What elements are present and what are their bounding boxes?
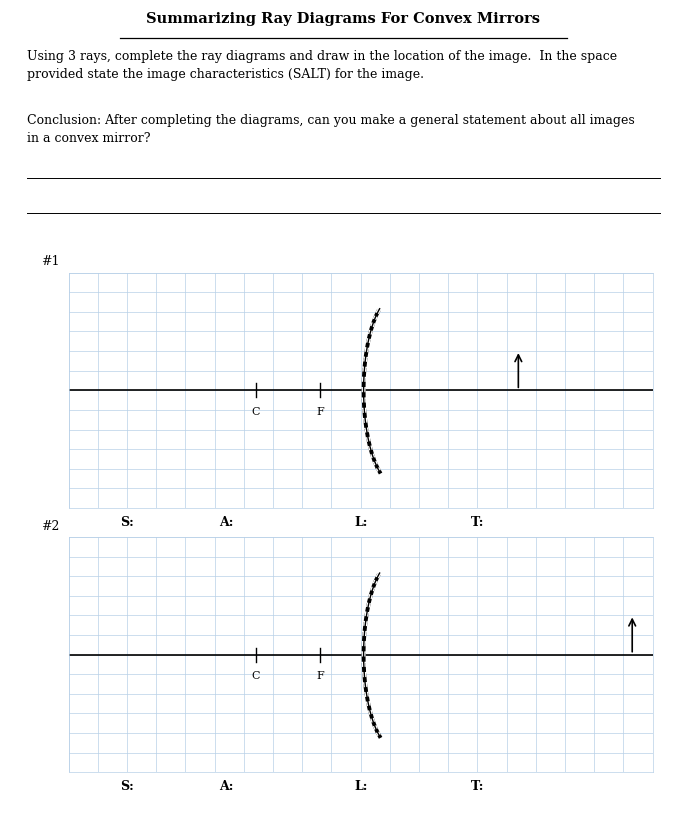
- Text: A:: A:: [219, 515, 234, 529]
- Text: #2: #2: [41, 520, 60, 533]
- Text: C: C: [251, 671, 260, 681]
- Text: F: F: [316, 671, 324, 681]
- Text: L:: L:: [354, 515, 368, 529]
- Text: T:: T:: [471, 515, 484, 529]
- Text: Conclusion: After completing the diagrams, can you make a general statement abou: Conclusion: After completing the diagram…: [27, 114, 635, 145]
- Text: #1: #1: [41, 255, 60, 268]
- Text: T:: T:: [471, 780, 484, 793]
- Text: A:: A:: [219, 780, 234, 793]
- Text: L:: L:: [354, 780, 368, 793]
- Text: S:: S:: [120, 515, 134, 529]
- Text: C: C: [251, 406, 260, 417]
- Text: F: F: [316, 406, 324, 417]
- Text: Summarizing Ray Diagrams For Convex Mirrors: Summarizing Ray Diagrams For Convex Mirr…: [146, 12, 541, 26]
- Text: Using 3 rays, complete the ray diagrams and draw in the location of the image.  : Using 3 rays, complete the ray diagrams …: [27, 50, 618, 81]
- Text: S:: S:: [120, 780, 134, 793]
